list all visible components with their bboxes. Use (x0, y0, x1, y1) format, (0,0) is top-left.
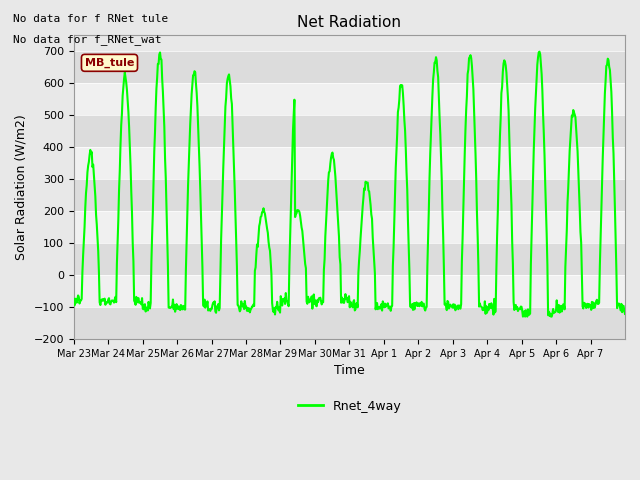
Title: Net Radiation: Net Radiation (298, 15, 401, 30)
Bar (74, 179, 625, 211)
Bar (74, 243, 625, 275)
Legend: Rnet_4way: Rnet_4way (292, 395, 406, 418)
Y-axis label: Solar Radiation (W/m2): Solar Radiation (W/m2) (15, 114, 28, 260)
Bar (74, 275, 625, 307)
Bar (74, 307, 625, 339)
Bar (74, 147, 625, 179)
Bar (74, 51, 625, 83)
Bar (74, 83, 625, 115)
Text: No data for f_RNet_wat: No data for f_RNet_wat (13, 34, 161, 45)
X-axis label: Time: Time (334, 364, 365, 377)
Bar (74, 211, 625, 243)
Text: MB_tule: MB_tule (85, 58, 134, 68)
Bar (74, 115, 625, 147)
Text: No data for f RNet tule: No data for f RNet tule (13, 14, 168, 24)
